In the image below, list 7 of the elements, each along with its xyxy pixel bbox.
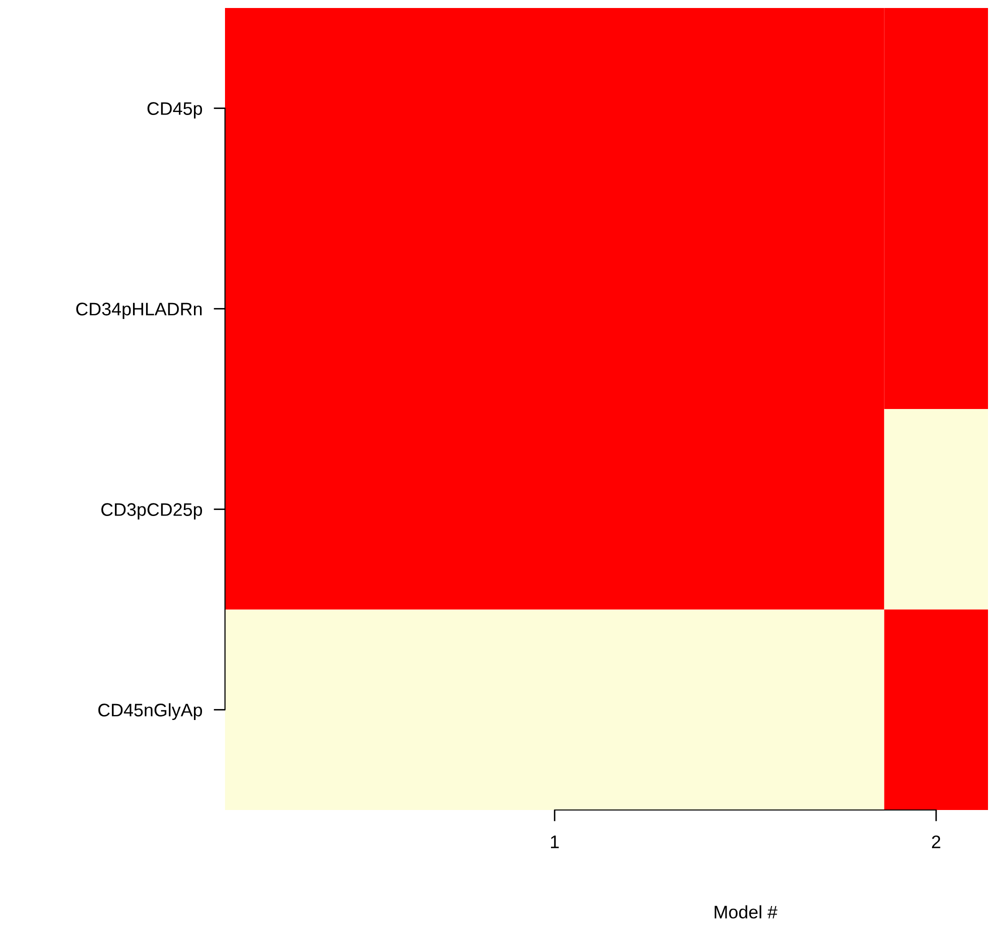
text: 2 [932, 835, 940, 848]
text: 1 [550, 836, 559, 848]
y-tick-label: CD45p [147, 102, 202, 119]
y-tick-label: CD34pHLADRn [76, 302, 202, 320]
y-tick-label: CD3pCD25p [101, 503, 202, 520]
y-tick-label: CD45nGlyAp [98, 703, 202, 720]
text: Model # [714, 905, 778, 919]
